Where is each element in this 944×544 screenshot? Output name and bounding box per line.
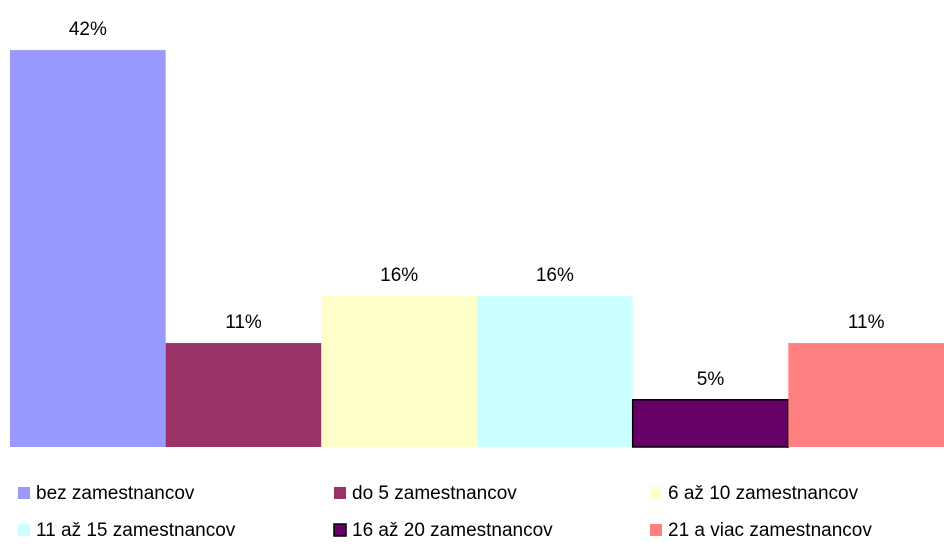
bar — [477, 295, 633, 447]
bar — [165, 343, 322, 447]
data-label: 42% — [69, 19, 107, 40]
legend-label: do 5 zamestnancov — [352, 483, 517, 504]
legend-label: 6 až 10 zamestnancov — [668, 483, 859, 504]
legend-swatch — [334, 487, 346, 499]
data-label: 16% — [536, 265, 574, 286]
bar — [788, 343, 944, 447]
legend-label: bez zamestnancov — [36, 483, 195, 504]
data-label: 11% — [848, 312, 885, 333]
data-label: 16% — [380, 265, 418, 286]
legend-label: 11 až 15 zamestnancov — [36, 520, 236, 541]
bar — [631, 399, 790, 448]
data-label: 11% — [225, 312, 262, 333]
legend-swatch — [650, 524, 662, 536]
legend-swatch — [18, 524, 30, 536]
legend-label: 16 až 20 zamestnancov — [352, 520, 553, 541]
legend-swatch — [333, 523, 347, 537]
bar — [10, 50, 166, 447]
bar — [321, 295, 477, 447]
data-label: 5% — [697, 369, 725, 390]
legend-label: 21 a viac zamestnancov — [668, 520, 872, 541]
legend-swatch — [650, 487, 662, 499]
legend-swatch — [18, 487, 30, 499]
